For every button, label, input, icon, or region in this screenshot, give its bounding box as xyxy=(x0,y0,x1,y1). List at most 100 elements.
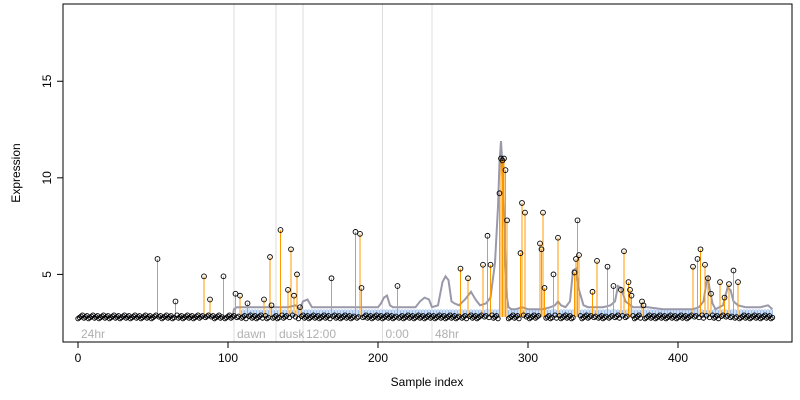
region-markers xyxy=(233,4,433,342)
data-point xyxy=(570,314,576,321)
data-point xyxy=(352,229,359,235)
data-point xyxy=(267,254,273,260)
data-point xyxy=(277,227,284,233)
data-point xyxy=(172,298,179,305)
y-axis: 5 10 15 xyxy=(40,74,63,278)
data-point xyxy=(244,300,251,307)
data-point xyxy=(568,315,575,322)
plot-frame xyxy=(62,3,793,343)
data-point xyxy=(465,275,471,282)
data-point xyxy=(261,296,267,303)
stem-series xyxy=(157,158,739,317)
data-point xyxy=(537,240,543,247)
x-tick-label: 100 xyxy=(218,351,238,365)
data-point xyxy=(496,190,503,197)
data-point xyxy=(640,302,647,309)
data-point xyxy=(268,302,275,309)
x-tick-label: 400 xyxy=(668,351,688,365)
data-point xyxy=(618,287,624,293)
data-point xyxy=(517,250,524,257)
data-point xyxy=(735,279,741,285)
region-label: dawn xyxy=(237,327,266,341)
data-point xyxy=(574,217,581,224)
region-label: 24hr xyxy=(81,327,105,341)
x-axis: 0 100 200 300 400 xyxy=(75,342,688,365)
data-point xyxy=(624,313,630,319)
x-tick-label: 300 xyxy=(518,351,538,365)
smooth-series xyxy=(78,141,774,318)
smooth-line xyxy=(78,141,774,318)
data-point xyxy=(237,292,243,299)
data-point xyxy=(535,313,542,319)
data-point xyxy=(726,281,732,287)
data-point xyxy=(291,292,297,299)
data-point xyxy=(702,261,708,268)
x-tick-label: 0 xyxy=(75,351,82,365)
data-point xyxy=(519,200,525,206)
data-point xyxy=(358,285,365,291)
data-point xyxy=(610,283,617,289)
region-label: 0:00 xyxy=(386,327,410,341)
data-point xyxy=(604,263,611,270)
data-point xyxy=(220,273,227,280)
y-tick-label: 5 xyxy=(40,271,54,278)
data-point xyxy=(501,155,507,162)
data-point xyxy=(628,292,635,299)
y-tick-label: 10 xyxy=(40,171,54,185)
y-tick-label: 15 xyxy=(40,74,54,88)
data-point xyxy=(708,290,714,297)
data-point xyxy=(297,304,303,311)
data-point xyxy=(594,258,600,264)
data-point xyxy=(555,234,561,241)
data-point xyxy=(627,287,633,293)
x-axis-title: Sample index xyxy=(391,375,464,389)
data-point xyxy=(232,290,239,297)
data-point xyxy=(457,265,464,272)
data-point xyxy=(550,271,557,278)
data-point xyxy=(169,315,176,322)
data-point xyxy=(769,314,776,321)
data-point xyxy=(625,279,632,285)
region-label: 48hr xyxy=(435,327,459,341)
data-point xyxy=(495,315,501,322)
data-point xyxy=(516,315,522,322)
region-label: dusk xyxy=(279,327,305,341)
data-point xyxy=(730,267,737,274)
data-point xyxy=(621,248,627,255)
data-point xyxy=(576,252,582,258)
data-point xyxy=(484,232,491,239)
data-point xyxy=(487,261,494,268)
data-point xyxy=(154,256,161,262)
data-point xyxy=(354,315,360,321)
data-point xyxy=(264,315,270,322)
data-point xyxy=(534,314,540,320)
data-point xyxy=(589,288,596,295)
data-point xyxy=(294,271,300,278)
data-point xyxy=(504,217,510,224)
data-point xyxy=(540,209,546,216)
data-point xyxy=(697,246,704,253)
data-point xyxy=(480,261,486,268)
data-point xyxy=(357,230,363,237)
data-point xyxy=(573,256,579,262)
data-point xyxy=(288,246,294,253)
data-point xyxy=(717,279,723,285)
data-point xyxy=(538,246,545,253)
data-point xyxy=(705,275,711,282)
region-labels: 24hr dawn dusk 12:00 0:00 48hr xyxy=(81,327,459,341)
data-point xyxy=(571,269,578,276)
data-point xyxy=(768,315,774,322)
data-point xyxy=(636,312,642,318)
y-axis-title: Expression xyxy=(9,143,23,202)
data-point xyxy=(207,296,213,303)
point-series xyxy=(75,155,776,322)
data-point xyxy=(514,313,521,319)
data-point xyxy=(622,314,629,321)
data-point xyxy=(274,315,281,322)
data-point xyxy=(502,167,509,173)
data-point xyxy=(522,209,528,216)
region-label: 12:00 xyxy=(306,327,336,341)
data-point xyxy=(547,315,554,322)
data-point xyxy=(201,273,207,280)
